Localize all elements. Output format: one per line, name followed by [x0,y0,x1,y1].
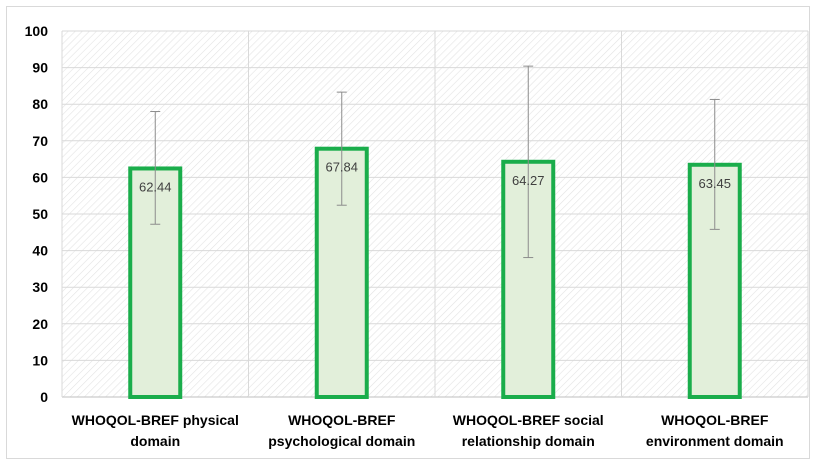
y-tick-label: 60 [32,169,48,185]
bars: 62.44 67.84 64.27 63.45 [128,65,742,399]
y-tick-label: 80 [32,96,48,112]
data-label: 64.27 [512,173,545,188]
y-tick-label: 10 [32,352,48,368]
y-tick-label: 0 [40,389,48,405]
x-tick-label: environment domain [646,433,784,449]
x-tick-label: WHOQOL-BREF physical [72,412,239,428]
data-label: 62.44 [139,179,172,194]
y-tick-label: 20 [32,316,48,332]
x-tick-label: WHOQOL-BREF [288,412,396,428]
data-label: 67.84 [325,160,358,175]
x-tick-label: domain [130,433,180,449]
y-tick-label: 100 [25,23,49,39]
x-tick-label: WHOQOL-BREF [661,412,769,428]
chart-frame [6,6,810,459]
y-tick-label: 40 [32,243,48,259]
y-tick-label: 50 [32,206,48,222]
x-tick-label: WHOQOL-BREF social [453,412,604,428]
gridlines [61,30,809,398]
x-tick-label: relationship domain [462,433,595,449]
y-axis: 0 10 20 30 40 50 60 70 80 90 100 [25,23,49,405]
x-tick-label: psychological domain [268,433,415,449]
y-tick-label: 30 [32,279,48,295]
data-label: 63.45 [698,176,731,191]
x-axis: WHOQOL-BREF physical domain WHOQOL-BREF psy… [72,412,784,449]
y-tick-label: 90 [32,60,48,76]
y-tick-label: 70 [32,133,48,149]
